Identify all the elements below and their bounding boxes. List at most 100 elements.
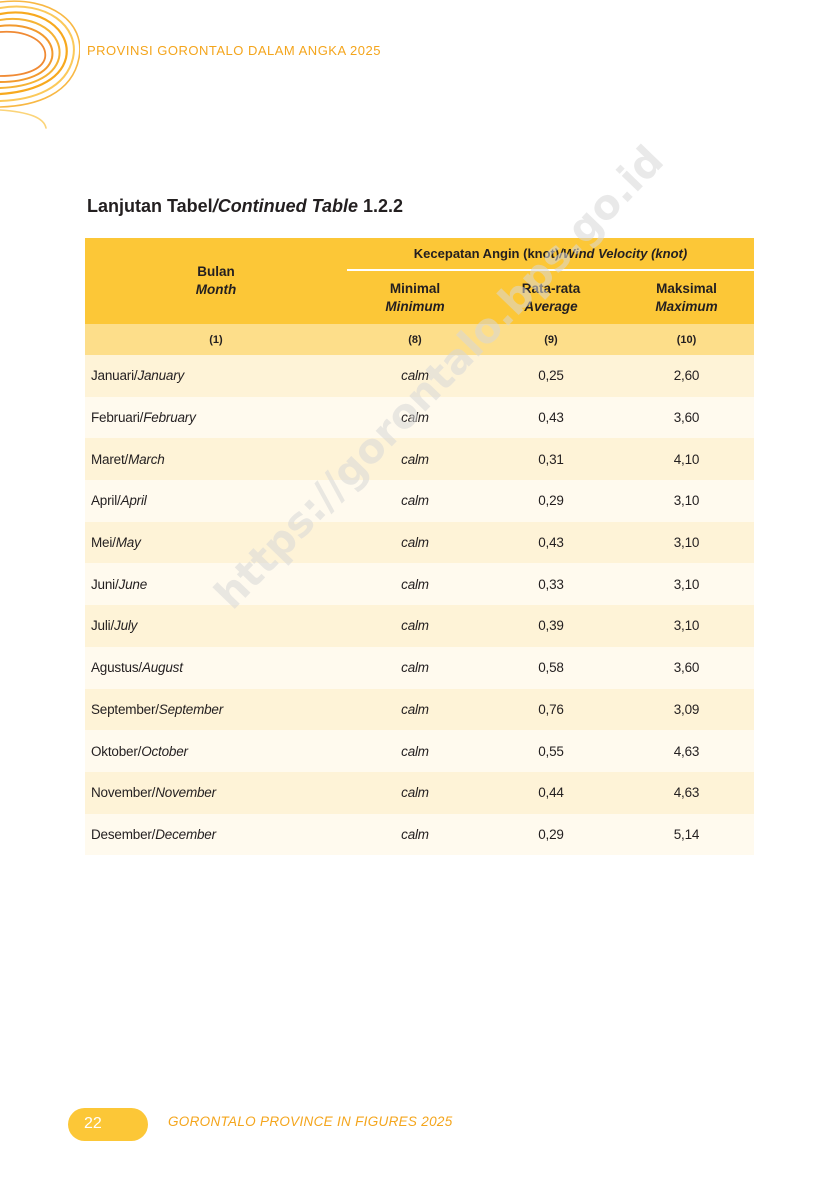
- avg-value: 0,31: [483, 438, 619, 481]
- avg-value: 0,76: [483, 688, 619, 731]
- table-row: Mei/May calm 0,43 3,10: [85, 521, 754, 564]
- column-number: (9): [483, 324, 619, 355]
- table-row: Juni/June calm 0,33 3,10: [85, 563, 754, 606]
- min-header-id: Minimal: [389, 280, 441, 296]
- month-id: April/: [91, 493, 121, 509]
- column-number: (8): [347, 324, 483, 355]
- month-id: November/: [91, 785, 156, 801]
- avg-value: 0,43: [483, 521, 619, 564]
- min-value: calm: [347, 813, 483, 856]
- month-en: January: [137, 368, 185, 384]
- month-id: Oktober/: [91, 743, 142, 759]
- month-cell: November/November: [85, 771, 347, 814]
- min-header-en: Minimum: [385, 298, 445, 314]
- month-id: Juni/: [91, 576, 119, 592]
- wind-velocity-group-header: Kecepatan Angin (knot)/Wind Velocity (kn…: [347, 238, 754, 271]
- month-cell: Oktober/October: [85, 730, 347, 772]
- avg-value: 0,58: [483, 646, 619, 689]
- min-value: calm: [347, 396, 483, 439]
- month-id: Juli/: [91, 618, 115, 634]
- max-value: 3,10: [619, 605, 754, 647]
- max-value: 4,63: [619, 730, 754, 772]
- month-cell: Januari/January: [85, 355, 347, 397]
- avg-value: 0,25: [483, 355, 619, 397]
- min-value: calm: [347, 771, 483, 814]
- month-en: September: [158, 701, 224, 717]
- min-value: calm: [347, 438, 483, 481]
- month-en: August: [141, 660, 183, 676]
- min-value: calm: [347, 563, 483, 606]
- month-header-id: Bulan: [197, 264, 235, 279]
- max-header-en: Maximum: [655, 298, 718, 314]
- table-row: Desember/December calm 0,29 5,14: [85, 813, 754, 856]
- max-value: 5,14: [619, 813, 754, 856]
- footer-title: GORONTALO PROVINCE IN FIGURES 2025: [168, 1114, 453, 1129]
- page-header-title: PROVINSI GORONTALO DALAM ANGKA 2025: [87, 43, 381, 58]
- min-value: calm: [347, 688, 483, 731]
- max-value: 4,10: [619, 438, 754, 481]
- avg-value: 0,55: [483, 730, 619, 772]
- max-value: 3,10: [619, 480, 754, 522]
- table-row: Oktober/October calm 0,55 4,63: [85, 730, 754, 772]
- month-id: Februari/: [91, 410, 144, 426]
- min-value: calm: [347, 521, 483, 564]
- month-id: Agustus/: [91, 660, 142, 676]
- column-number: (1): [85, 324, 347, 355]
- month-en: June: [118, 576, 148, 592]
- min-column-header: Minimal Minimum: [347, 270, 483, 324]
- month-en: November: [155, 785, 216, 801]
- month-id: Desember/: [91, 826, 156, 842]
- table-title: Lanjutan Tabel/Continued Table 1.2.2: [87, 196, 403, 217]
- max-value: 3,10: [619, 521, 754, 564]
- max-column-header: Maksimal Maximum: [619, 270, 754, 324]
- month-cell: Mei/May: [85, 521, 347, 564]
- min-value: calm: [347, 355, 483, 397]
- group-header-en: /Wind Velocity (knot): [559, 245, 688, 261]
- table-row: April/April calm 0,29 3,10: [85, 480, 754, 522]
- month-id: Maret/: [91, 451, 129, 467]
- month-id: Januari/: [91, 368, 138, 384]
- avg-value: 0,29: [483, 480, 619, 522]
- month-cell: Februari/February: [85, 396, 347, 439]
- max-value: 3,10: [619, 563, 754, 606]
- table-row: Februari/February calm 0,43 3,60: [85, 396, 754, 439]
- month-id: Mei/: [91, 535, 116, 551]
- wind-velocity-table: Bulan Month Kecepatan Angin (knot)/Wind …: [85, 238, 754, 856]
- logo-swoosh-icon: [0, 0, 80, 129]
- month-cell: Maret/March: [85, 438, 347, 481]
- table-row: Januari/January calm 0,25 2,60: [85, 355, 754, 397]
- month-column-header: Bulan Month: [85, 238, 347, 324]
- max-value: 4,63: [619, 771, 754, 814]
- avg-header-en: Average: [524, 298, 578, 314]
- min-value: calm: [347, 730, 483, 772]
- max-header-id: Maksimal: [656, 280, 717, 296]
- month-cell: Juli/July: [85, 605, 347, 647]
- table-row: September/September calm 0,76 3,09: [85, 688, 754, 731]
- table-row: Juli/July calm 0,39 3,10: [85, 605, 754, 647]
- avg-value: 0,33: [483, 563, 619, 606]
- month-en: April: [120, 493, 147, 509]
- month-cell: April/April: [85, 480, 347, 522]
- avg-header-id: Rata-rata: [521, 280, 581, 296]
- month-id: September/: [91, 701, 159, 717]
- month-en: February: [143, 410, 196, 426]
- table-row: Agustus/August calm 0,58 3,60: [85, 646, 754, 689]
- month-cell: September/September: [85, 688, 347, 731]
- page-number-pill: [68, 1108, 148, 1141]
- month-en: October: [141, 743, 188, 759]
- max-value: 2,60: [619, 355, 754, 397]
- avg-column-header: Rata-rata Average: [483, 270, 619, 324]
- page-number: 22: [84, 1115, 102, 1132]
- min-value: calm: [347, 646, 483, 689]
- month-cell: Agustus/August: [85, 646, 347, 689]
- avg-value: 0,29: [483, 813, 619, 856]
- avg-value: 0,43: [483, 396, 619, 439]
- month-en: March: [128, 451, 165, 467]
- column-number: (10): [619, 324, 754, 355]
- month-cell: Juni/June: [85, 563, 347, 606]
- month-en: July: [114, 618, 138, 634]
- table-row: November/November calm 0,44 4,63: [85, 771, 754, 814]
- max-value: 3,09: [619, 688, 754, 731]
- max-value: 3,60: [619, 396, 754, 439]
- group-header-id: Kecepatan Angin (knot): [413, 245, 560, 261]
